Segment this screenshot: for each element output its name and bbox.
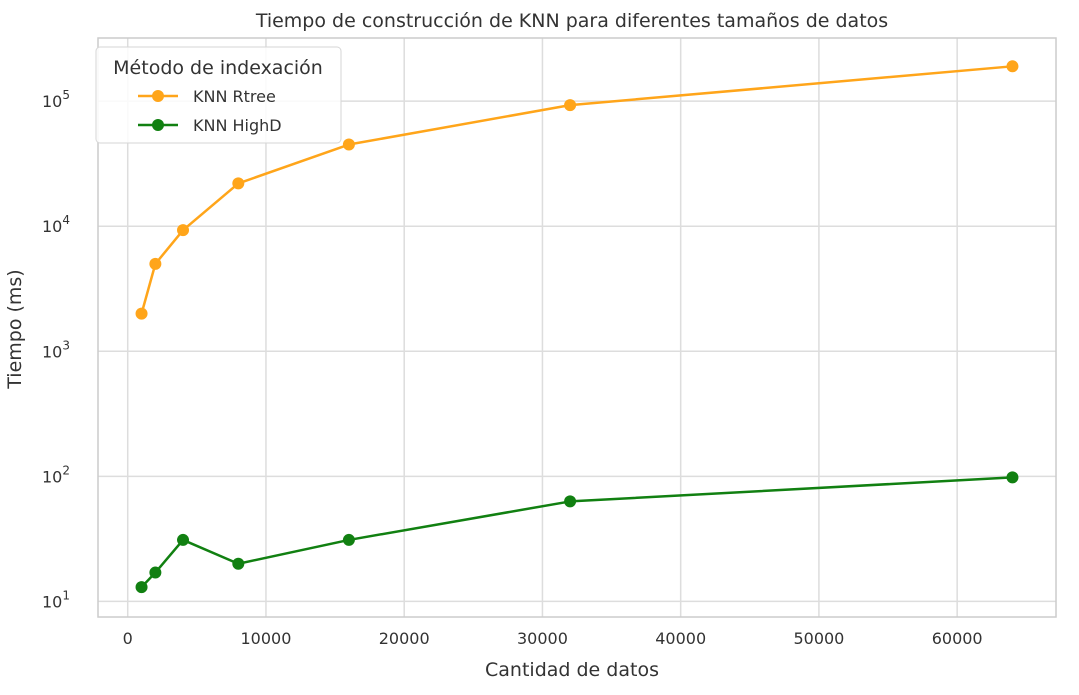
data-point (149, 566, 162, 579)
data-point (177, 224, 190, 237)
y-axis-title: Tiempo (ms) (4, 269, 26, 389)
x-tick-label: 30000 (517, 629, 568, 648)
legend-label: KNN Rtree (193, 87, 276, 106)
legend-item-0: KNN Rtree (138, 87, 276, 106)
data-point (1006, 471, 1019, 484)
y-tick-exponent: 5 (62, 88, 70, 102)
x-axis-title: Cantidad de datos (485, 659, 659, 681)
series-0 (135, 60, 1019, 320)
y-tick-exponent: 3 (62, 338, 70, 352)
y-tick-base: 10 (42, 342, 62, 361)
y-tick-label: 105 (42, 88, 70, 111)
data-point (342, 533, 355, 546)
legend-marker (152, 119, 164, 131)
y-tick-label: 102 (42, 463, 70, 486)
data-point (232, 177, 245, 190)
legend-title: Método de indexación (113, 57, 323, 79)
y-tick-label: 103 (42, 338, 70, 361)
y-tick-exponent: 4 (62, 213, 70, 227)
x-tick-label: 40000 (655, 629, 706, 648)
y-tick-exponent: 1 (62, 588, 70, 602)
x-tick-label: 20000 (379, 629, 430, 648)
chart-title: Tiempo de construcción de KNN para difer… (255, 10, 888, 32)
x-tick-label: 60000 (932, 629, 983, 648)
y-tick-base: 10 (42, 92, 62, 111)
y-tick-label: 101 (42, 588, 70, 611)
y-tick-base: 10 (42, 217, 62, 236)
data-point (149, 257, 162, 270)
y-tick-exponent: 2 (62, 463, 70, 477)
series-layer (135, 60, 1019, 594)
legend-marker (152, 90, 164, 102)
series-1 (135, 471, 1019, 594)
x-tick-label: 50000 (793, 629, 844, 648)
data-point (564, 495, 577, 508)
x-tick-label: 10000 (241, 629, 292, 648)
data-point (232, 557, 245, 570)
data-point (135, 581, 148, 594)
data-point (1006, 60, 1019, 73)
legend: Método de indexación KNN Rtree KNN HighD (95, 46, 342, 144)
x-tick-labels: 0 10000 20000 30000 40000 50000 60000 (123, 629, 983, 648)
y-tick-label: 104 (42, 213, 70, 236)
data-point (177, 533, 190, 546)
plot-frame (97, 37, 1057, 618)
legend-item-1: KNN HighD (138, 116, 282, 135)
y-tick-base: 10 (42, 467, 62, 486)
x-tick-label: 0 (123, 629, 133, 648)
legend-box (95, 46, 342, 144)
legend-items: KNN Rtree KNN HighD (138, 87, 282, 135)
data-point (564, 99, 577, 112)
y-tick-base: 10 (42, 592, 62, 611)
data-point (135, 307, 148, 320)
data-point (342, 138, 355, 151)
legend-label: KNN HighD (193, 116, 282, 135)
